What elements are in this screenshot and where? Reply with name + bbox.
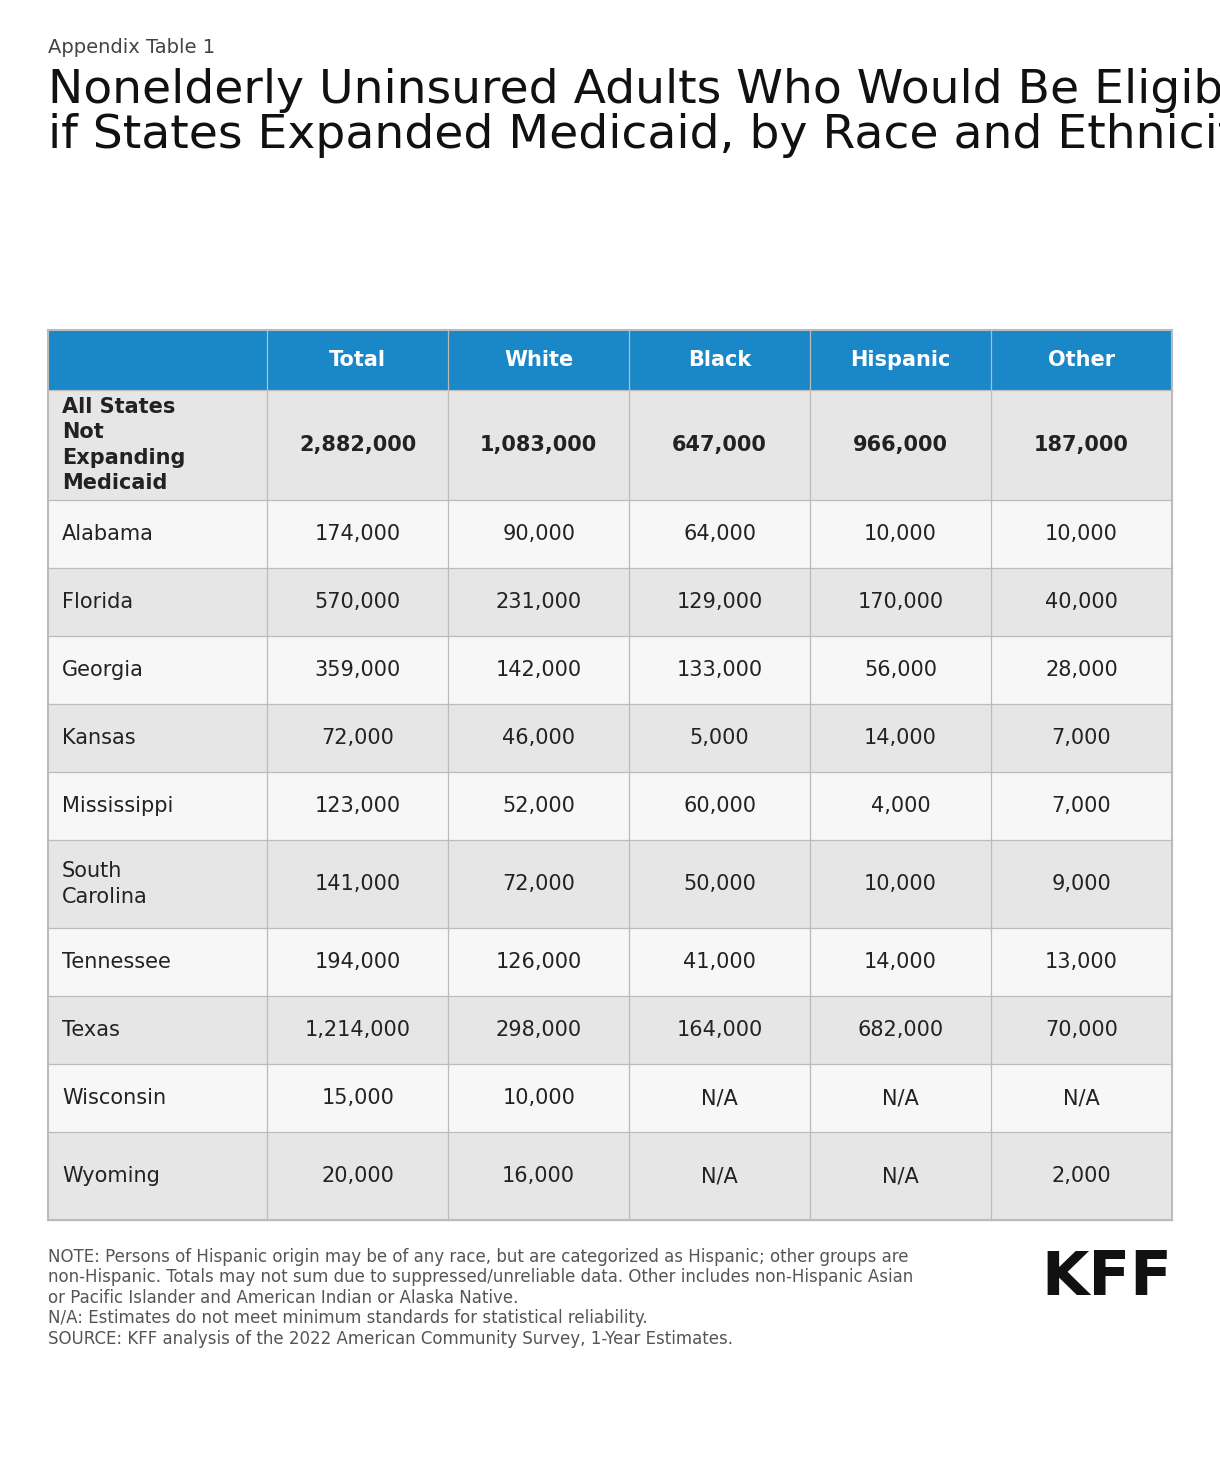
Bar <box>48 1132 1172 1220</box>
Text: Nonelderly Uninsured Adults Who Would Be Eligible: Nonelderly Uninsured Adults Who Would Be… <box>48 68 1220 112</box>
Bar <box>48 330 1172 1220</box>
Text: non-Hispanic. Totals may not sum due to suppressed/unreliable data. Other includ: non-Hispanic. Totals may not sum due to … <box>48 1268 914 1286</box>
Bar <box>48 928 1172 996</box>
Text: NOTE: Persons of Hispanic origin may be of any race, but are categorized as Hisp: NOTE: Persons of Hispanic origin may be … <box>48 1248 909 1265</box>
Text: 14,000: 14,000 <box>864 952 937 972</box>
Text: 129,000: 129,000 <box>676 592 762 613</box>
Text: 194,000: 194,000 <box>315 952 401 972</box>
Text: 7,000: 7,000 <box>1052 796 1111 815</box>
Bar <box>48 500 1172 568</box>
Text: 231,000: 231,000 <box>495 592 582 613</box>
Text: 10,000: 10,000 <box>1046 524 1118 545</box>
Text: 70,000: 70,000 <box>1046 1020 1118 1040</box>
Text: 14,000: 14,000 <box>864 728 937 747</box>
Text: Florida: Florida <box>62 592 133 613</box>
Bar <box>48 704 1172 773</box>
Text: KFF: KFF <box>1041 1249 1172 1308</box>
Bar <box>48 773 1172 841</box>
Text: 50,000: 50,000 <box>683 875 756 894</box>
Text: Total: Total <box>329 349 387 370</box>
Text: 123,000: 123,000 <box>315 796 400 815</box>
Text: 966,000: 966,000 <box>853 435 948 454</box>
Text: 126,000: 126,000 <box>495 952 582 972</box>
Text: 298,000: 298,000 <box>495 1020 582 1040</box>
Bar <box>48 1064 1172 1132</box>
Text: N/A: N/A <box>702 1088 738 1109</box>
Text: 133,000: 133,000 <box>677 660 762 679</box>
Text: Wyoming: Wyoming <box>62 1166 160 1185</box>
Text: or Pacific Islander and American Indian or Alaska Native.: or Pacific Islander and American Indian … <box>48 1289 518 1307</box>
Text: Black: Black <box>688 349 752 370</box>
Text: 10,000: 10,000 <box>864 524 937 545</box>
Text: Other: Other <box>1048 349 1115 370</box>
Text: Tennessee: Tennessee <box>62 952 171 972</box>
Text: 142,000: 142,000 <box>495 660 582 679</box>
Text: 1,214,000: 1,214,000 <box>305 1020 411 1040</box>
Text: Kansas: Kansas <box>62 728 135 747</box>
Text: 2,882,000: 2,882,000 <box>299 435 416 454</box>
Text: 4,000: 4,000 <box>871 796 931 815</box>
Text: 52,000: 52,000 <box>503 796 575 815</box>
Text: 40,000: 40,000 <box>1046 592 1118 613</box>
Text: Appendix Table 1: Appendix Table 1 <box>48 38 215 58</box>
Text: South
Carolina: South Carolina <box>62 861 148 907</box>
Text: 10,000: 10,000 <box>864 875 937 894</box>
Text: 15,000: 15,000 <box>321 1088 394 1109</box>
Bar <box>48 568 1172 636</box>
Text: 10,000: 10,000 <box>503 1088 575 1109</box>
Text: N/A: N/A <box>702 1166 738 1185</box>
Text: 359,000: 359,000 <box>315 660 401 679</box>
Text: 647,000: 647,000 <box>672 435 767 454</box>
Text: 174,000: 174,000 <box>315 524 400 545</box>
Text: 90,000: 90,000 <box>503 524 575 545</box>
Text: 1,083,000: 1,083,000 <box>479 435 598 454</box>
Text: 56,000: 56,000 <box>864 660 937 679</box>
Text: Georgia: Georgia <box>62 660 144 679</box>
Text: 28,000: 28,000 <box>1046 660 1118 679</box>
Text: 64,000: 64,000 <box>683 524 756 545</box>
Text: Alabama: Alabama <box>62 524 154 545</box>
Text: 164,000: 164,000 <box>676 1020 762 1040</box>
Bar <box>48 841 1172 928</box>
Text: 2,000: 2,000 <box>1052 1166 1111 1185</box>
Bar <box>48 996 1172 1064</box>
Text: All States
Not
Expanding
Medicaid: All States Not Expanding Medicaid <box>62 397 185 493</box>
Text: 141,000: 141,000 <box>315 875 400 894</box>
Text: White: White <box>504 349 573 370</box>
Text: 60,000: 60,000 <box>683 796 756 815</box>
Text: N/A: N/A <box>882 1166 919 1185</box>
Text: 72,000: 72,000 <box>321 728 394 747</box>
Text: 72,000: 72,000 <box>503 875 575 894</box>
Text: Mississippi: Mississippi <box>62 796 173 815</box>
Text: N/A: N/A <box>1063 1088 1100 1109</box>
Text: 682,000: 682,000 <box>858 1020 943 1040</box>
Text: 7,000: 7,000 <box>1052 728 1111 747</box>
Text: N/A: Estimates do not meet minimum standards for statistical reliability.: N/A: Estimates do not meet minimum stand… <box>48 1310 648 1328</box>
Text: 41,000: 41,000 <box>683 952 756 972</box>
Text: 13,000: 13,000 <box>1046 952 1118 972</box>
Text: 20,000: 20,000 <box>321 1166 394 1185</box>
Text: SOURCE: KFF analysis of the 2022 American Community Survey, 1-Year Estimates.: SOURCE: KFF analysis of the 2022 America… <box>48 1329 733 1348</box>
Text: 46,000: 46,000 <box>503 728 575 747</box>
Text: 16,000: 16,000 <box>503 1166 575 1185</box>
Text: 187,000: 187,000 <box>1035 435 1128 454</box>
Text: N/A: N/A <box>882 1088 919 1109</box>
Text: 5,000: 5,000 <box>689 728 749 747</box>
Text: Wisconsin: Wisconsin <box>62 1088 166 1109</box>
Text: Texas: Texas <box>62 1020 120 1040</box>
Text: if States Expanded Medicaid, by Race and Ethnicity: if States Expanded Medicaid, by Race and… <box>48 112 1220 158</box>
Text: 570,000: 570,000 <box>315 592 400 613</box>
Bar <box>48 391 1172 500</box>
Text: 170,000: 170,000 <box>858 592 943 613</box>
Bar <box>48 330 1172 391</box>
Text: Hispanic: Hispanic <box>850 349 950 370</box>
Text: 9,000: 9,000 <box>1052 875 1111 894</box>
Bar <box>48 636 1172 704</box>
